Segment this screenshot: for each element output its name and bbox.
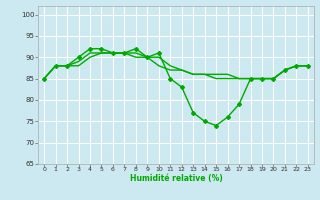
X-axis label: Humidité relative (%): Humidité relative (%) <box>130 174 222 183</box>
